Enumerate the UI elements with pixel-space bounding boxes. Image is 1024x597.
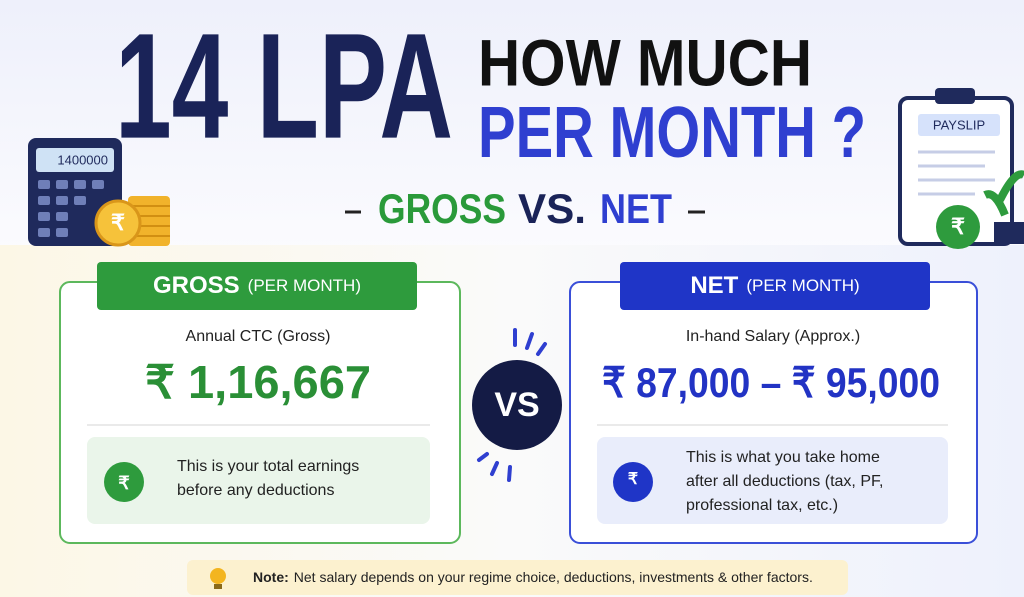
payslip-clipboard: PAYSLIP ₹ (898, 88, 1024, 249)
compare-vs: VS. (518, 185, 586, 232)
compare-gross: GROSS (378, 185, 506, 232)
net-label: In-hand Salary (Approx.) (686, 328, 860, 345)
vs-badge: VS (472, 328, 562, 482)
description-line: before any deductions (177, 482, 334, 499)
description-line: This is your total earnings (177, 458, 359, 475)
money-bag-icon (104, 462, 144, 502)
net-tab (620, 262, 930, 310)
calculator-display (36, 148, 114, 172)
net-note-box (597, 437, 948, 524)
net-icon-symbol: ₹ (628, 471, 638, 488)
note-text: Net salary depends on your regime choice… (294, 569, 813, 585)
net-subtitle: (PER MONTH) (746, 276, 859, 295)
big-title: 14 LPA (115, 2, 453, 170)
description-line: after all deductions (tax, PF, (686, 473, 883, 490)
compare-net: NET (600, 185, 672, 232)
calculator-keys (38, 180, 104, 237)
title-line-1: HOW MUCH (478, 25, 812, 99)
description-line: professional tax, etc.) (686, 497, 838, 514)
gross-value: ₹ 1,16,667 (145, 356, 371, 408)
net-heading: NET (PER MONTH) (690, 272, 859, 299)
coin-symbol: ₹ (111, 210, 125, 235)
bulb-icon (210, 568, 226, 584)
gross-label: Annual CTC (Gross) (186, 328, 331, 345)
gross-subtitle: (PER MONTH) (248, 276, 361, 295)
note-box (187, 560, 848, 595)
hand-icon (613, 462, 653, 502)
net-title: NET (690, 272, 738, 299)
background-top (0, 0, 1024, 250)
net-value: ₹ 87,000 – ₹ 95,000 (602, 359, 940, 406)
note: Note: Net salary depends on your regime c… (253, 569, 813, 585)
calculator-number: 1400000 (57, 152, 108, 167)
gross-title: GROSS (153, 272, 240, 299)
gross-icon-symbol: ₹ (118, 473, 130, 493)
gross-tab (97, 262, 417, 310)
coins: ₹ (94, 196, 170, 247)
note-label: Note: (253, 569, 289, 585)
payslip-label: PAYSLIP (933, 117, 985, 132)
bulb-base (214, 584, 222, 589)
vs-text: VS (494, 386, 539, 424)
payslip-symbol: ₹ (951, 214, 965, 239)
title-line-2: PER MONTH ? (478, 93, 866, 173)
description-line: This is what you take home (686, 449, 880, 466)
gross-note-box (87, 437, 430, 524)
gross-heading: GROSS (PER MONTH) (153, 272, 361, 299)
